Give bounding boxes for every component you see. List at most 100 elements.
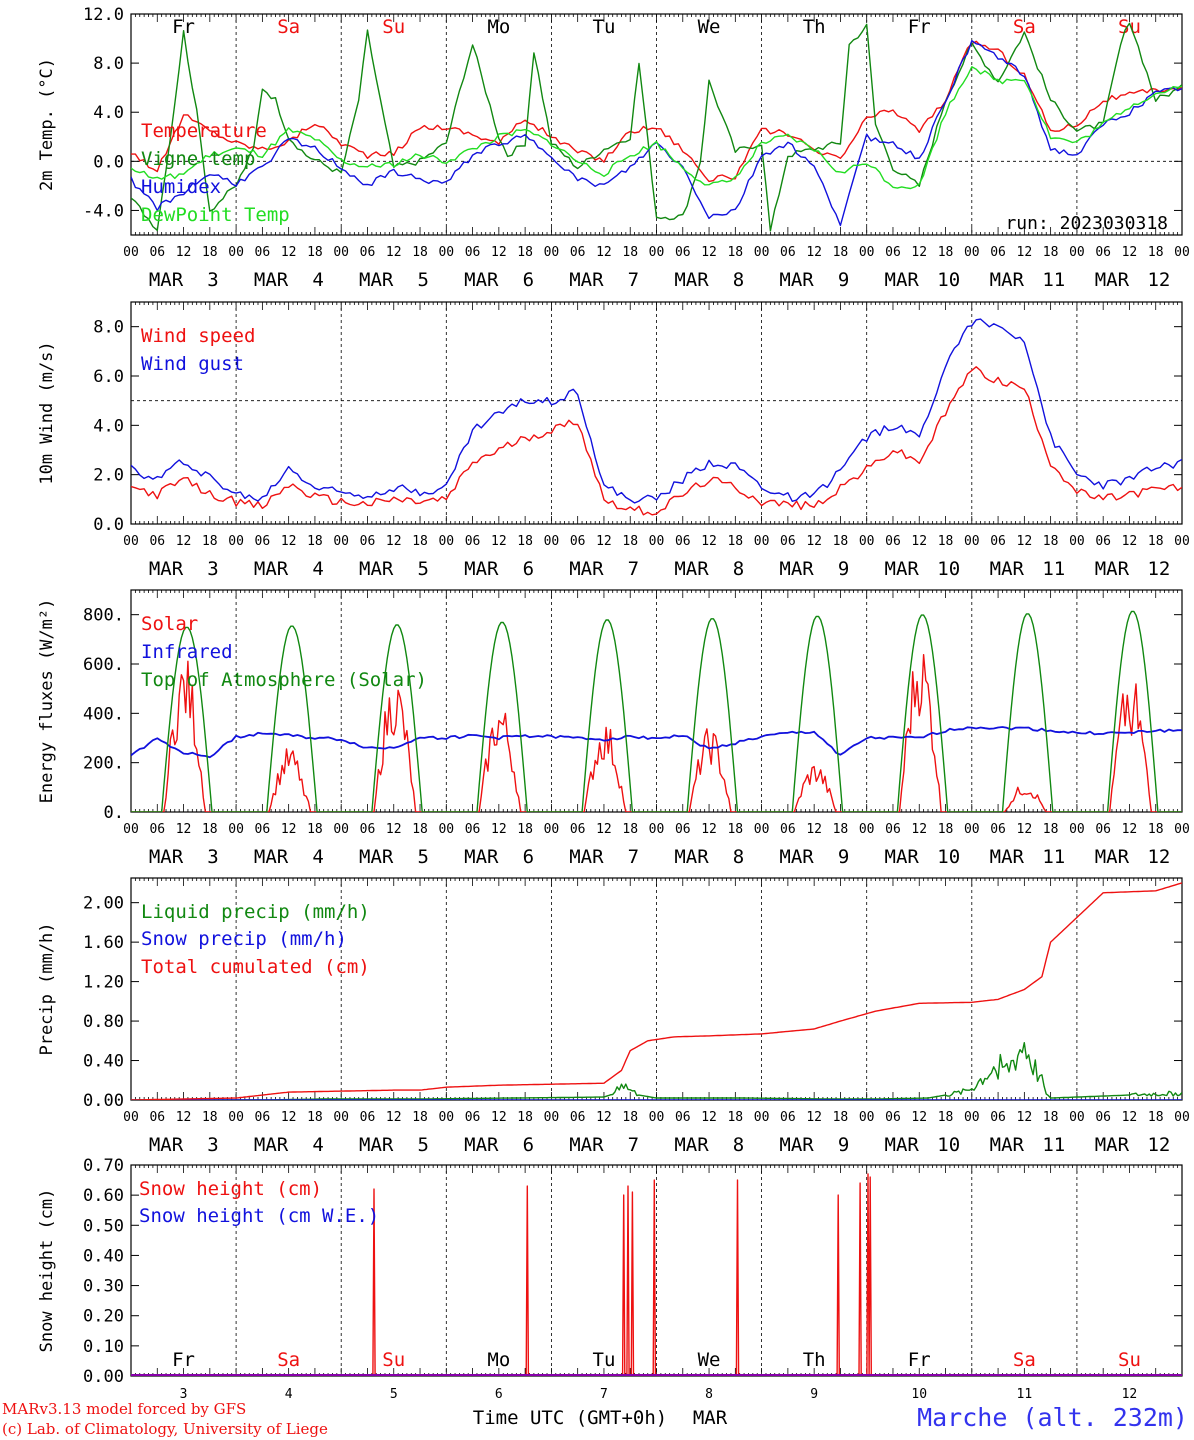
y-tick-label: 0.80: [83, 1012, 124, 1032]
series-temperature: [131, 40, 1182, 183]
legend-temperature: Temperature: [141, 120, 267, 142]
date-label: 5: [390, 1387, 398, 1402]
y-tick-label: 2.0: [93, 466, 124, 486]
hour-tick-label: 18: [622, 534, 638, 549]
hour-tick-label: 06: [149, 245, 165, 260]
hour-tick-label: 06: [465, 822, 481, 837]
month-label: MAR: [674, 269, 709, 291]
month-label: MAR: [464, 1134, 499, 1156]
y-tick-label: 12.0: [83, 5, 124, 25]
series-group: [131, 318, 1182, 516]
hour-tick-label: 06: [780, 822, 796, 837]
date-label: 3: [207, 269, 218, 291]
date-label: 11: [1017, 1387, 1033, 1402]
panel-5: 0.00 0.10 0.20 0.30 0.40 0.50 0.60 0.70 Snow hei…: [37, 1156, 1183, 1402]
hour-tick-label: 06: [465, 534, 481, 549]
legend-solar: Solar: [141, 613, 198, 635]
y-axis-label: Energy fluxes (W/m²): [37, 599, 57, 804]
hour-tick-label: 00: [438, 534, 454, 549]
hour-tick-label: 18: [307, 822, 323, 837]
date-label: 8: [733, 1134, 744, 1156]
hour-tick-label: 00: [1069, 245, 1085, 260]
hour-tick-label: 00: [123, 245, 139, 260]
y-tick-label: 0.00: [83, 1367, 124, 1387]
hour-tick-label: 00: [333, 822, 349, 837]
hour-tick-label: 12: [386, 534, 402, 549]
hour-tick-label: 00: [754, 1110, 770, 1125]
hour-tick-label: 00: [1069, 534, 1085, 549]
hour-tick-label: 06: [149, 534, 165, 549]
hour-tick-label: 00: [964, 822, 980, 837]
series-group: [131, 882, 1182, 1100]
date-label: 6: [523, 1134, 534, 1156]
month-label: MAR: [569, 269, 604, 291]
hour-tick-label: 00: [1174, 245, 1190, 260]
hour-tick-label: 18: [1148, 534, 1164, 549]
hour-tick-label: 00: [438, 822, 454, 837]
y-tick-label: 4.0: [93, 416, 124, 436]
date-label: 3: [207, 1134, 218, 1156]
hour-tick-label: 18: [938, 245, 954, 260]
date-label: 7: [628, 846, 639, 868]
hour-tick-label: 12: [806, 534, 822, 549]
run-label: run: 2023030318: [1005, 213, 1168, 234]
date-label: 4: [285, 1387, 293, 1402]
date-label: 4: [312, 1134, 323, 1156]
hour-tick-label: 00: [649, 1110, 665, 1125]
hour-tick-label: 12: [281, 1110, 297, 1125]
day-name-label: Sa: [1013, 16, 1036, 38]
date-label: 11: [1042, 1134, 1065, 1156]
hour-tick-label: 18: [938, 1110, 954, 1125]
hour-tick-label: 06: [990, 534, 1006, 549]
month-label: MAR: [990, 846, 1025, 868]
y-tick-label: 0.: [104, 803, 124, 823]
month-label: MAR: [254, 558, 289, 580]
series-group: [131, 610, 1182, 812]
date-label: 7: [628, 269, 639, 291]
hour-tick-label: 06: [465, 245, 481, 260]
series-group: [131, 1173, 1182, 1376]
hour-tick-label: 12: [491, 534, 507, 549]
hour-tick-label: 00: [544, 534, 560, 549]
hour-tick-label: 12: [1017, 245, 1033, 260]
y-tick-label: 800.: [83, 606, 124, 626]
date-label: 6: [495, 1387, 503, 1402]
date-label: 9: [810, 1387, 818, 1402]
series-wind-speed: [131, 366, 1182, 516]
hour-tick-label: 18: [307, 245, 323, 260]
day-name-label: Th: [803, 1349, 826, 1371]
y-tick-label: 0.30: [83, 1277, 124, 1297]
legend-total-cumulated-cm: Total cumulated (cm): [141, 956, 370, 978]
footer-lab-credit: (c) Lab. of Climatology, University of L…: [2, 1420, 328, 1438]
day-name-label: Tu: [593, 1349, 616, 1371]
series-vigne-temp: [131, 22, 1182, 232]
hour-tick-label: 00: [438, 245, 454, 260]
date-label: 12: [1122, 1387, 1138, 1402]
hour-tick-label: 06: [675, 245, 691, 260]
hour-tick-label: 12: [1122, 822, 1138, 837]
month-label: MAR: [569, 558, 604, 580]
series-solar: [131, 654, 1182, 812]
date-label: 9: [838, 558, 849, 580]
date-label: 10: [937, 269, 960, 291]
hour-tick-label: 00: [754, 822, 770, 837]
hour-tick-label: 00: [649, 245, 665, 260]
hour-tick-label: 12: [176, 822, 192, 837]
hour-tick-label: 00: [544, 1110, 560, 1125]
y-axis-label: 2m Temp. (°C): [37, 58, 57, 191]
hour-tick-label: 12: [911, 1110, 927, 1125]
legend-dewpoint-temp: DewPoint Temp: [141, 204, 290, 226]
hour-tick-label: 12: [281, 534, 297, 549]
month-label: MAR: [1095, 269, 1130, 291]
day-name-label: Sa: [1013, 1349, 1036, 1371]
hour-tick-label: 18: [202, 1110, 218, 1125]
y-tick-label: 0.40: [83, 1052, 124, 1072]
hour-tick-label: 18: [833, 822, 849, 837]
hour-tick-label: 18: [307, 1110, 323, 1125]
series-infrared: [131, 726, 1182, 759]
month-label: MAR: [569, 1134, 604, 1156]
y-tick-label: 0.20: [83, 1307, 124, 1327]
legend-humidex: Humidex: [141, 176, 221, 198]
panel-2: 0.0 2.0 4.0 6.0 8.0 10m Wind (m/s) 00 06 12 18 00 0…: [37, 301, 1190, 580]
hour-tick-label: 12: [491, 822, 507, 837]
